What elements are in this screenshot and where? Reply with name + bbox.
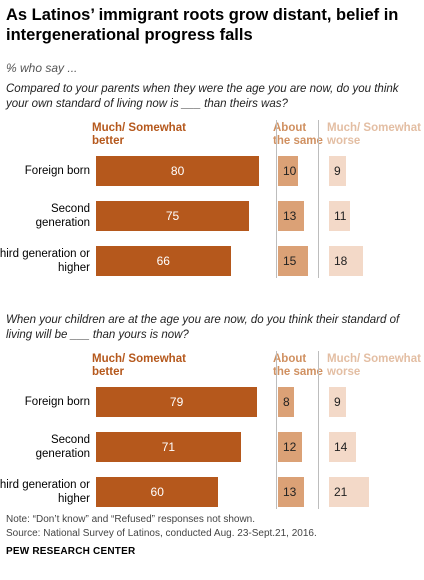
category-label: Foreign born bbox=[24, 165, 90, 177]
organization-name: PEW RESEARCH CENTER bbox=[6, 546, 136, 557]
bar-same bbox=[278, 387, 294, 417]
bar-same bbox=[278, 246, 308, 276]
column-divider bbox=[318, 351, 319, 509]
bar-better bbox=[96, 477, 219, 507]
data-label: 66 bbox=[156, 254, 170, 268]
data-label: 18 bbox=[334, 254, 348, 268]
data-label: 13 bbox=[283, 485, 297, 499]
category-label: Third generation or higher bbox=[0, 479, 90, 505]
category-label: Second generation bbox=[35, 203, 90, 229]
data-label: 9 bbox=[334, 395, 341, 409]
bar-worse bbox=[329, 201, 350, 231]
data-label: 13 bbox=[283, 209, 297, 223]
column-divider bbox=[276, 120, 277, 278]
header-better-2: Much/ Somewhat better bbox=[92, 353, 186, 378]
header-same-2: About the same bbox=[273, 353, 323, 378]
data-label: 8 bbox=[283, 395, 290, 409]
bar-same bbox=[278, 477, 304, 507]
note-text: Note: “Don’t know” and “Refused” respons… bbox=[6, 514, 256, 525]
data-label: 14 bbox=[334, 440, 348, 454]
question-2: When your children are at the age you ar… bbox=[6, 314, 400, 341]
data-label: 75 bbox=[165, 209, 180, 223]
data-label: 9 bbox=[334, 164, 341, 178]
data-label: 11 bbox=[334, 209, 347, 223]
category-label: Third generation or higher bbox=[0, 248, 90, 274]
data-label: 80 bbox=[170, 164, 185, 178]
bar-same bbox=[278, 156, 298, 186]
bar-better bbox=[96, 246, 231, 276]
category-label: Second generation bbox=[35, 434, 90, 460]
bar-better bbox=[96, 387, 258, 417]
bar-worse bbox=[329, 246, 364, 276]
bar-better bbox=[96, 432, 241, 462]
bar-worse bbox=[329, 432, 356, 462]
chart-title: As Latinos’ immigrant roots grow distant… bbox=[6, 6, 399, 44]
bar-better bbox=[96, 201, 249, 231]
data-label: 10 bbox=[283, 164, 297, 178]
bar-worse bbox=[329, 477, 369, 507]
bar-worse bbox=[329, 156, 347, 186]
bar-same bbox=[278, 201, 304, 231]
column-divider bbox=[276, 351, 277, 509]
header-better-1: Much/ Somewhat better bbox=[92, 122, 186, 147]
question-1: Compared to your parents when they were … bbox=[6, 83, 399, 110]
data-label: 79 bbox=[169, 395, 184, 409]
header-worse-1: Much/ Somewhat worse bbox=[327, 122, 421, 147]
header-worse-2: Much/ Somewhat worse bbox=[327, 353, 421, 378]
data-label: 60 bbox=[150, 485, 164, 499]
header-same-1: About the same bbox=[273, 122, 323, 147]
data-label: 12 bbox=[283, 440, 297, 454]
bar-better bbox=[96, 156, 260, 186]
bar-worse bbox=[329, 387, 347, 417]
column-divider bbox=[318, 120, 319, 278]
data-label: 15 bbox=[283, 254, 297, 268]
source-text: Source: National Survey of Latinos, cond… bbox=[6, 528, 317, 539]
category-label: Foreign born bbox=[24, 396, 90, 408]
bar-same bbox=[278, 432, 302, 462]
chart-subtitle: % who say ... bbox=[6, 61, 78, 75]
data-label: 21 bbox=[334, 485, 348, 499]
data-label: 71 bbox=[161, 440, 176, 454]
